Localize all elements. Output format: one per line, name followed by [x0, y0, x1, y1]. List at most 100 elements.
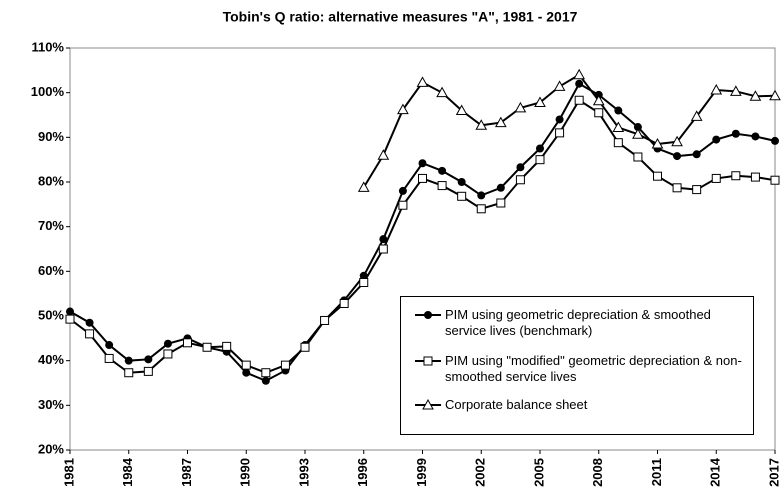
marker — [222, 341, 232, 351]
legend-label: PIM using geometric depreciation & smoot… — [445, 307, 711, 338]
legend-label: Corporate balance sheet — [445, 397, 588, 412]
marker — [163, 339, 172, 348]
y-tick-label: 40% — [38, 352, 64, 367]
marker — [85, 318, 94, 327]
y-tick-label: 60% — [38, 263, 64, 278]
marker — [711, 173, 721, 183]
marker — [416, 76, 429, 87]
marker — [712, 135, 721, 144]
marker — [769, 89, 781, 101]
marker — [476, 204, 486, 214]
marker — [359, 278, 369, 287]
x-tick-label: 2017 — [766, 458, 781, 487]
marker — [514, 101, 527, 113]
marker — [534, 96, 546, 107]
marker — [143, 366, 153, 376]
x-tick-label: 2008 — [590, 458, 605, 487]
marker — [455, 104, 468, 116]
marker — [359, 271, 368, 280]
marker — [770, 175, 780, 185]
marker — [690, 110, 703, 121]
x-tick-label: 1987 — [179, 458, 194, 487]
y-tick-label: 90% — [38, 129, 64, 144]
x-tick-label: 1996 — [355, 458, 370, 487]
marker — [418, 173, 427, 183]
marker — [475, 119, 488, 130]
marker — [671, 135, 683, 147]
legend-item: PIM using "modified" geometric depreciat… — [401, 353, 745, 385]
legend-symbol — [415, 356, 441, 366]
marker — [144, 355, 153, 364]
x-tick-label: 2014 — [708, 457, 723, 487]
legend-item: PIM using geometric depreciation & smoot… — [401, 307, 745, 339]
marker — [377, 149, 390, 160]
marker — [592, 94, 605, 106]
marker — [496, 183, 505, 192]
legend-item: Corporate balance sheet — [401, 397, 745, 413]
marker — [729, 85, 742, 96]
marker — [124, 356, 133, 365]
marker — [494, 116, 507, 128]
marker — [418, 159, 427, 168]
marker — [594, 108, 604, 118]
x-tick-label: 2011 — [649, 458, 664, 486]
marker — [320, 315, 330, 325]
marker — [379, 235, 388, 244]
marker — [553, 80, 566, 91]
x-tick-label: 1990 — [238, 458, 253, 487]
marker — [457, 191, 467, 201]
marker — [632, 128, 644, 139]
legend: PIM using geometric depreciation & smoot… — [400, 296, 754, 435]
marker — [241, 360, 251, 370]
marker — [516, 163, 525, 172]
marker — [574, 95, 584, 105]
marker — [496, 198, 506, 208]
marker — [653, 171, 662, 181]
marker — [731, 129, 740, 138]
marker — [424, 311, 432, 319]
marker — [536, 144, 544, 153]
marker — [710, 83, 723, 95]
marker — [437, 181, 447, 191]
marker — [423, 356, 433, 366]
marker — [438, 166, 447, 175]
marker — [300, 342, 310, 352]
marker — [751, 132, 760, 141]
marker — [575, 79, 584, 88]
marker — [731, 171, 741, 181]
series-line — [362, 73, 776, 188]
x-tick-label: 2002 — [473, 458, 488, 487]
marker — [398, 186, 407, 195]
marker — [535, 155, 545, 165]
y-tick-label: 70% — [38, 218, 64, 233]
y-tick-label: 50% — [38, 307, 64, 322]
marker — [457, 178, 466, 186]
marker — [422, 398, 434, 410]
x-tick-label: 1981 — [61, 458, 76, 487]
marker — [651, 138, 664, 149]
y-tick-label: 110% — [31, 39, 64, 54]
marker — [280, 360, 290, 370]
marker — [750, 172, 760, 182]
marker — [672, 183, 682, 193]
marker — [339, 298, 349, 308]
marker — [242, 368, 251, 377]
marker — [673, 152, 682, 161]
marker — [357, 181, 370, 192]
marker — [692, 150, 701, 159]
marker — [749, 90, 762, 101]
y-tick-label: 30% — [38, 397, 64, 412]
marker — [633, 123, 642, 132]
marker — [378, 244, 388, 254]
chart-title: Tobin's Q ratio: alternative measures "A… — [223, 9, 578, 25]
marker — [612, 121, 625, 133]
marker — [477, 191, 486, 200]
x-tick-label: 1984 — [120, 457, 135, 487]
y-tick-label: 80% — [38, 173, 64, 188]
legend-symbol — [415, 311, 441, 319]
legend-symbol — [415, 398, 441, 410]
marker — [573, 68, 586, 80]
marker — [397, 103, 409, 115]
marker — [555, 128, 565, 138]
